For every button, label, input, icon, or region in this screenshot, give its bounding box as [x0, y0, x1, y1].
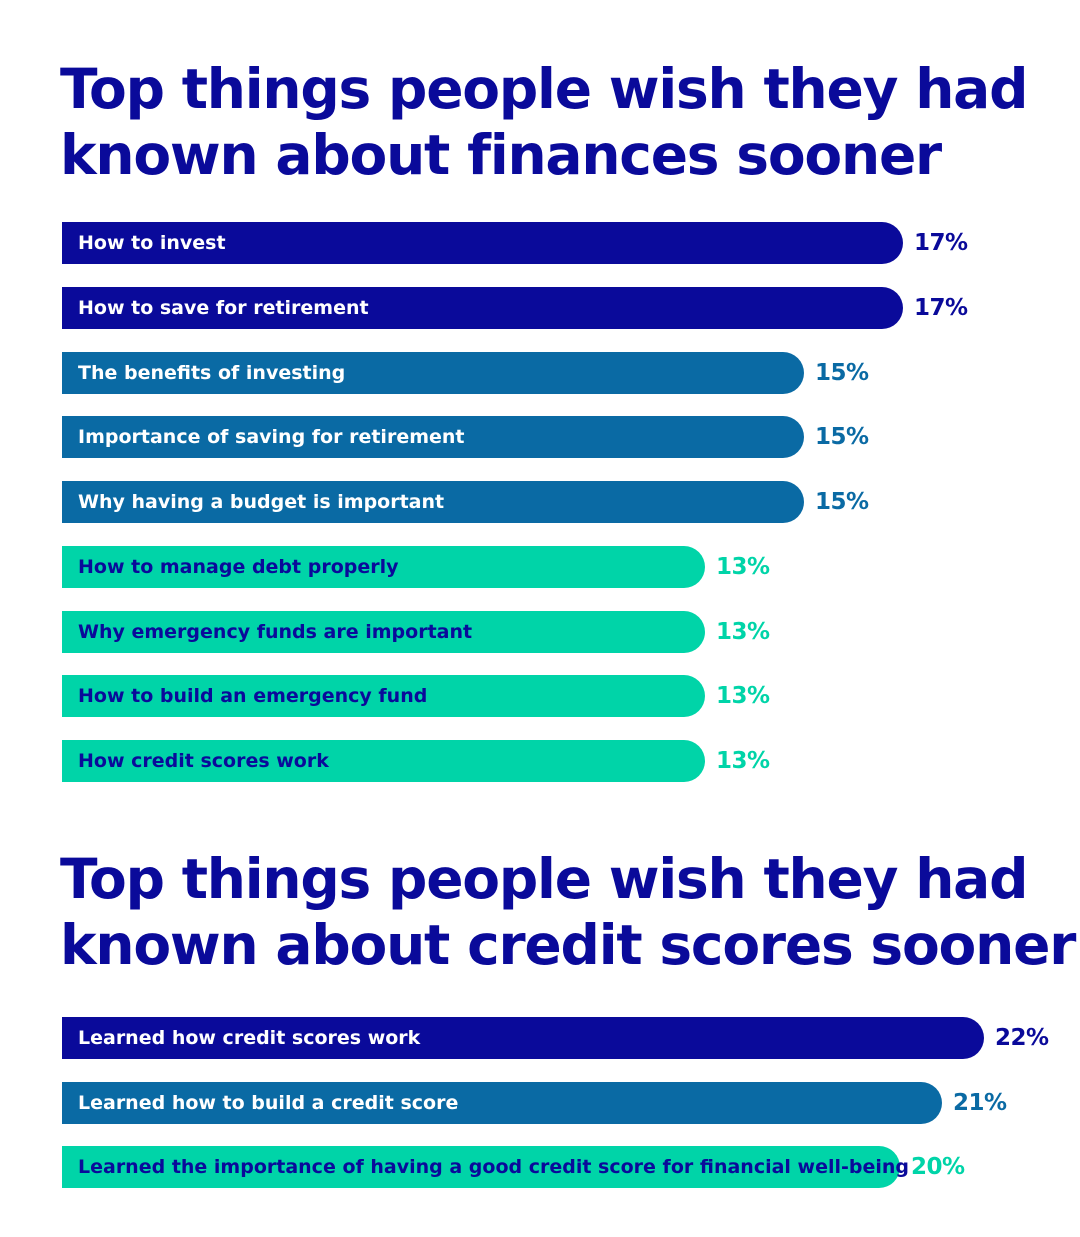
chart-title-credit-scores: Top things people wish they had known ab… [60, 847, 1076, 977]
bar-finances-5: How to manage debt properly [62, 546, 705, 588]
value-label: 20% [911, 1154, 965, 1180]
bar-finances-4: Why having a budget is important [62, 481, 804, 523]
bar-credit-2: Learned the importance of having a good … [62, 1146, 909, 1188]
category-label: Learned how credit scores work [78, 1027, 421, 1049]
category-label: How to build an emergency fund [78, 685, 428, 707]
category-label: How to save for retirement [78, 297, 369, 319]
value-label: 15% [815, 360, 869, 386]
value-label: 17% [914, 295, 968, 321]
category-label: Learned how to build a credit score [78, 1092, 459, 1114]
value-label: 21% [953, 1090, 1007, 1116]
value-label: 15% [815, 489, 869, 515]
value-label: 13% [716, 554, 770, 580]
value-label: 13% [716, 748, 770, 774]
bar-finances-6: Why emergency funds are important [62, 611, 705, 653]
category-label: How to invest [78, 232, 226, 254]
bar-finances-1: How to save for retirement [62, 287, 903, 329]
bar-finances-3: Importance of saving for retirement [62, 416, 804, 458]
category-label: How to manage debt properly [78, 556, 399, 578]
value-label: 13% [716, 683, 770, 709]
category-label: Importance of saving for retirement [78, 426, 465, 448]
bar-finances-2: The benefits of investing [62, 352, 804, 394]
value-label: 15% [815, 424, 869, 450]
bar-finances-0: How to invest [62, 222, 903, 264]
category-label: Why emergency funds are important [78, 621, 473, 643]
category-label: Why having a budget is important [78, 491, 445, 513]
category-label: The benefits of investing [78, 362, 346, 384]
bar-finances-8: How credit scores work [62, 740, 705, 782]
value-label: 22% [995, 1025, 1049, 1051]
bar-finances-7: How to build an emergency fund [62, 675, 705, 717]
bar-credit-0: Learned how credit scores work [62, 1017, 984, 1059]
value-label: 13% [716, 619, 770, 645]
bar-credit-1: Learned how to build a credit score [62, 1082, 942, 1124]
chart-title-finances: Top things people wish they had known ab… [60, 57, 1028, 187]
category-label: How credit scores work [78, 750, 329, 772]
value-label: 17% [914, 230, 968, 256]
category-label: Learned the importance of having a good … [78, 1156, 910, 1178]
